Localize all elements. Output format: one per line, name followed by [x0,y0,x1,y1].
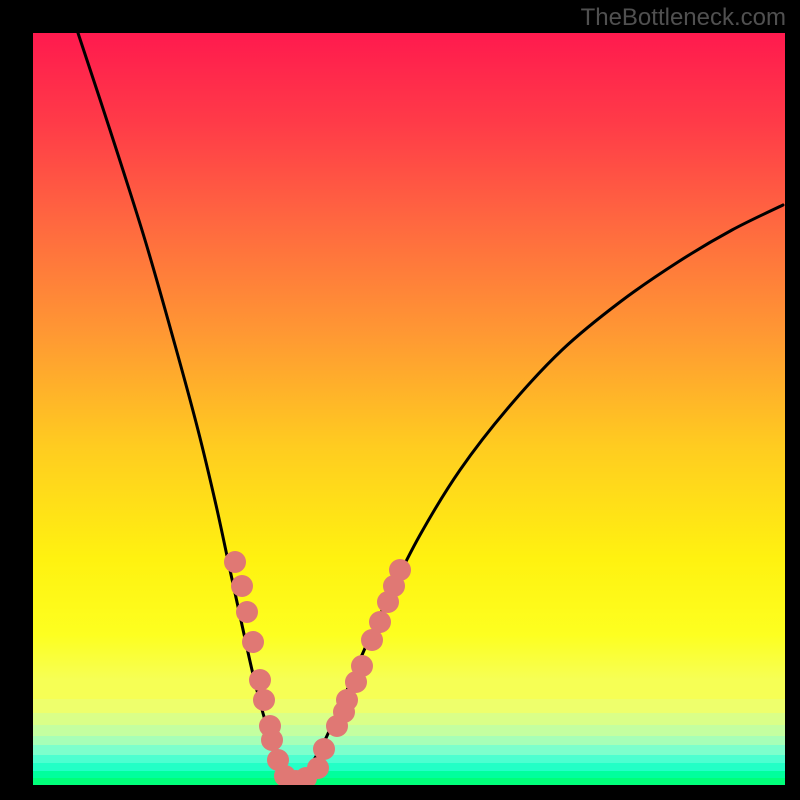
frame-edge [785,0,800,800]
data-point-marker [369,611,391,633]
data-point-marker [307,757,329,779]
right-curve [295,205,783,780]
data-point-marker [261,729,283,751]
data-point-marker [249,669,271,691]
left-curve [78,33,295,780]
data-point-marker [224,551,246,573]
data-point-marker [236,601,258,623]
data-point-marker [242,631,264,653]
data-point-marker [389,559,411,581]
frame-edge [0,785,800,800]
chart-canvas: TheBottleneck.com [0,0,800,800]
data-point-marker [351,655,373,677]
data-point-marker [313,738,335,760]
curves-layer [0,0,800,800]
frame-edge [0,0,33,800]
watermark-text: TheBottleneck.com [581,4,786,32]
data-point-marker [253,689,275,711]
data-point-marker [231,575,253,597]
